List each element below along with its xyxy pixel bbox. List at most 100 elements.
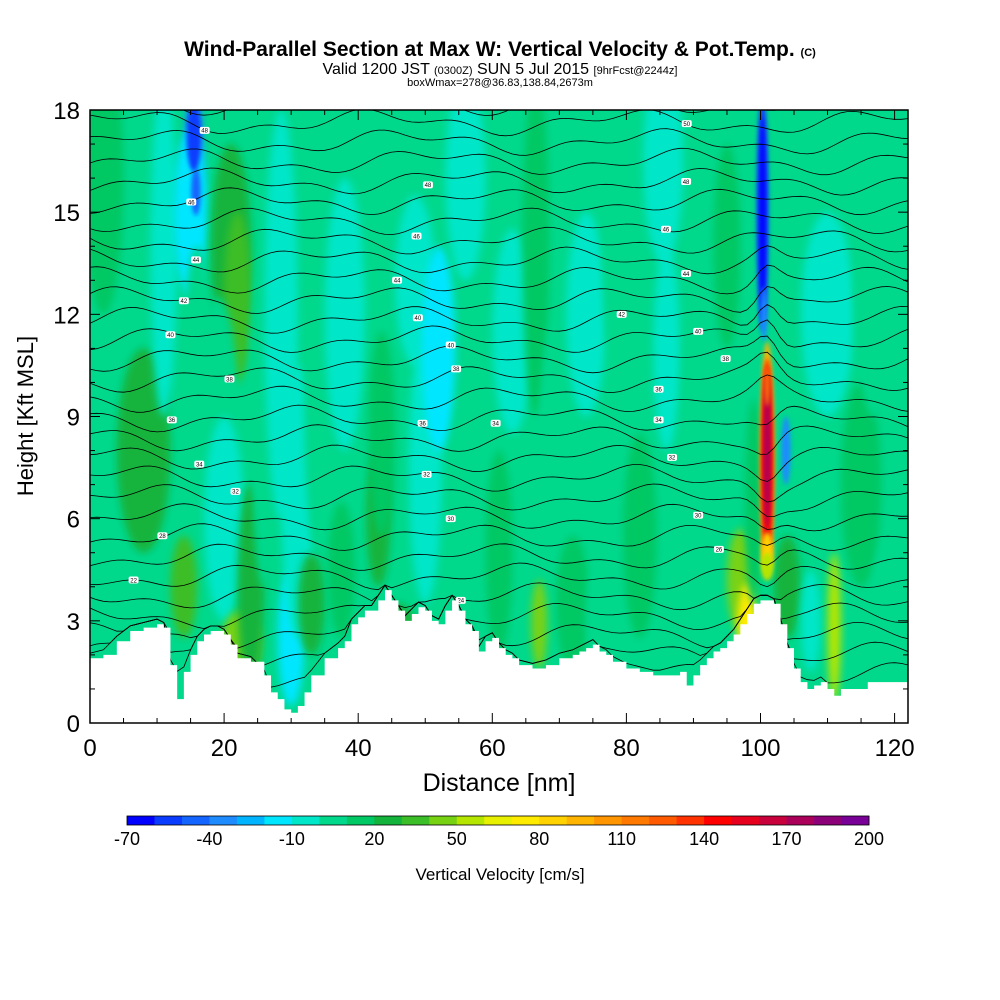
contour-label-text: 48 (201, 129, 208, 135)
velocity-cell (745, 399, 763, 604)
contour-label: 40 (412, 314, 423, 322)
chart-title-main: Wind-Parallel Section at Max W: Vertical… (184, 38, 795, 61)
x-tick-label: 20 (211, 735, 238, 762)
velocity-cell (874, 535, 902, 672)
theta-contour (90, 226, 908, 255)
contour-label-text: 44 (394, 279, 401, 285)
theta-contour (90, 245, 908, 275)
contour-label: 34 (490, 419, 501, 428)
theta-contour (90, 286, 908, 314)
theta-contour (90, 335, 908, 374)
theta-contour (90, 167, 908, 196)
colorbar-swatch (676, 816, 705, 825)
contour-label: 32 (666, 453, 677, 462)
contour-labels: 22 24 26 28 30 32 32 34 34 36 38 40 42 44 46 48 50 36 34 32… (128, 120, 731, 605)
contour-label-text: 42 (181, 299, 188, 305)
draft-core (191, 167, 201, 216)
velocity-cell (713, 144, 741, 349)
colorbar-tick-label: -10 (279, 829, 305, 849)
velocity-cell (643, 110, 684, 264)
colorbar-swatch (291, 816, 320, 825)
y-tick-label: 15 (53, 200, 80, 227)
y-tick-label: 12 (53, 302, 80, 329)
contour-label-text: 44 (683, 272, 690, 278)
contour-label: 44 (392, 276, 403, 285)
colorbar-swatch (154, 816, 183, 825)
colorbar-swatch (456, 816, 485, 825)
contour-label-text: 36 (419, 422, 426, 428)
contour-label-text: 40 (167, 333, 174, 339)
contour-label-text: 32 (669, 456, 676, 462)
x-tick-label: 0 (83, 735, 96, 762)
draft-core (781, 416, 791, 485)
x-tick-label: 120 (875, 735, 915, 762)
contour-label-text: 32 (423, 473, 430, 479)
theta-contour (90, 464, 908, 503)
chart-subtitle: Valid 1200 JST (0300Z) SUN 5 Jul 2015 [9… (0, 61, 1000, 79)
contour-label-text: 44 (193, 258, 200, 264)
contour-label-text: 32 (232, 490, 239, 496)
x-tick-label: 60 (479, 735, 506, 762)
theta-contour (90, 444, 908, 483)
theta-contour (90, 147, 908, 176)
velocity-cell (566, 212, 607, 417)
velocity-cell (666, 586, 694, 689)
valid-date: SUN 5 Jul 2015 (477, 61, 590, 78)
theta-contour (90, 110, 908, 137)
contour-label-text: 38 (226, 377, 233, 383)
contour-label-text: 30 (695, 514, 702, 520)
y-tick-label: 18 (53, 98, 80, 125)
velocity-cell (522, 110, 550, 417)
colorbar-swatch (346, 816, 375, 825)
colorbar-swatch (594, 816, 623, 825)
velocity-cell (170, 535, 198, 638)
contour-label: 44 (190, 256, 201, 264)
colorbar-swatch (539, 816, 568, 825)
x-tick-label: 80 (613, 735, 640, 762)
velocity-field (90, 110, 902, 706)
colorbar-swatch (264, 816, 293, 825)
theta-contour (90, 304, 908, 334)
colorbar-swatch (731, 816, 760, 825)
contour-label: 36 (417, 419, 428, 428)
velocity-cell (368, 331, 396, 536)
colorbar-swatch (236, 816, 265, 825)
contour-label-text: 46 (188, 200, 195, 206)
colorbar-swatch (319, 816, 348, 825)
valid-prefix: Valid 1200 JST (322, 61, 430, 78)
colorbar: -70 -40 -10 20 50 80 110 140 170 200 (114, 815, 884, 849)
colorbar-tick-label: -70 (114, 829, 140, 849)
colorbar-swatch (786, 816, 815, 825)
velocity-cell (683, 263, 717, 604)
velocity-cell (90, 110, 124, 315)
contour-label-text: 48 (425, 183, 432, 189)
contour-label-text: 42 (618, 313, 625, 319)
contour-label-text: 38 (722, 357, 729, 363)
velocity-cell (602, 110, 637, 383)
contour-label-text: 36 (655, 388, 662, 394)
contour-label-text: 26 (716, 548, 723, 554)
contour-label: 22 (128, 576, 139, 584)
contour-label-text: 36 (168, 418, 175, 424)
colorbar-swatch (484, 816, 513, 825)
contour-label-text: 50 (683, 122, 690, 128)
contour-label: 46 (186, 198, 197, 206)
colorbar-tick-label: -40 (196, 829, 222, 849)
contour-label: 36 (653, 385, 664, 394)
colorbar-swatch (511, 816, 540, 825)
y-tick-label: 0 (67, 711, 80, 738)
contour-label-text: 48 (683, 180, 690, 186)
velocity-cell (586, 569, 607, 659)
colorbar-swatch (181, 816, 210, 825)
velocity-cell (445, 110, 486, 281)
theta-contour (90, 187, 908, 216)
contour-label: 38 (224, 375, 235, 383)
velocity-cell (800, 212, 855, 417)
chart-title-tag: (C) (800, 47, 816, 59)
velocity-cell (150, 110, 178, 417)
theta-contour (90, 503, 908, 532)
colorbar-tick-label: 170 (772, 829, 802, 849)
theta-contour (90, 374, 908, 413)
velocity-cell (555, 535, 590, 672)
contour-label-text: 40 (415, 316, 422, 322)
